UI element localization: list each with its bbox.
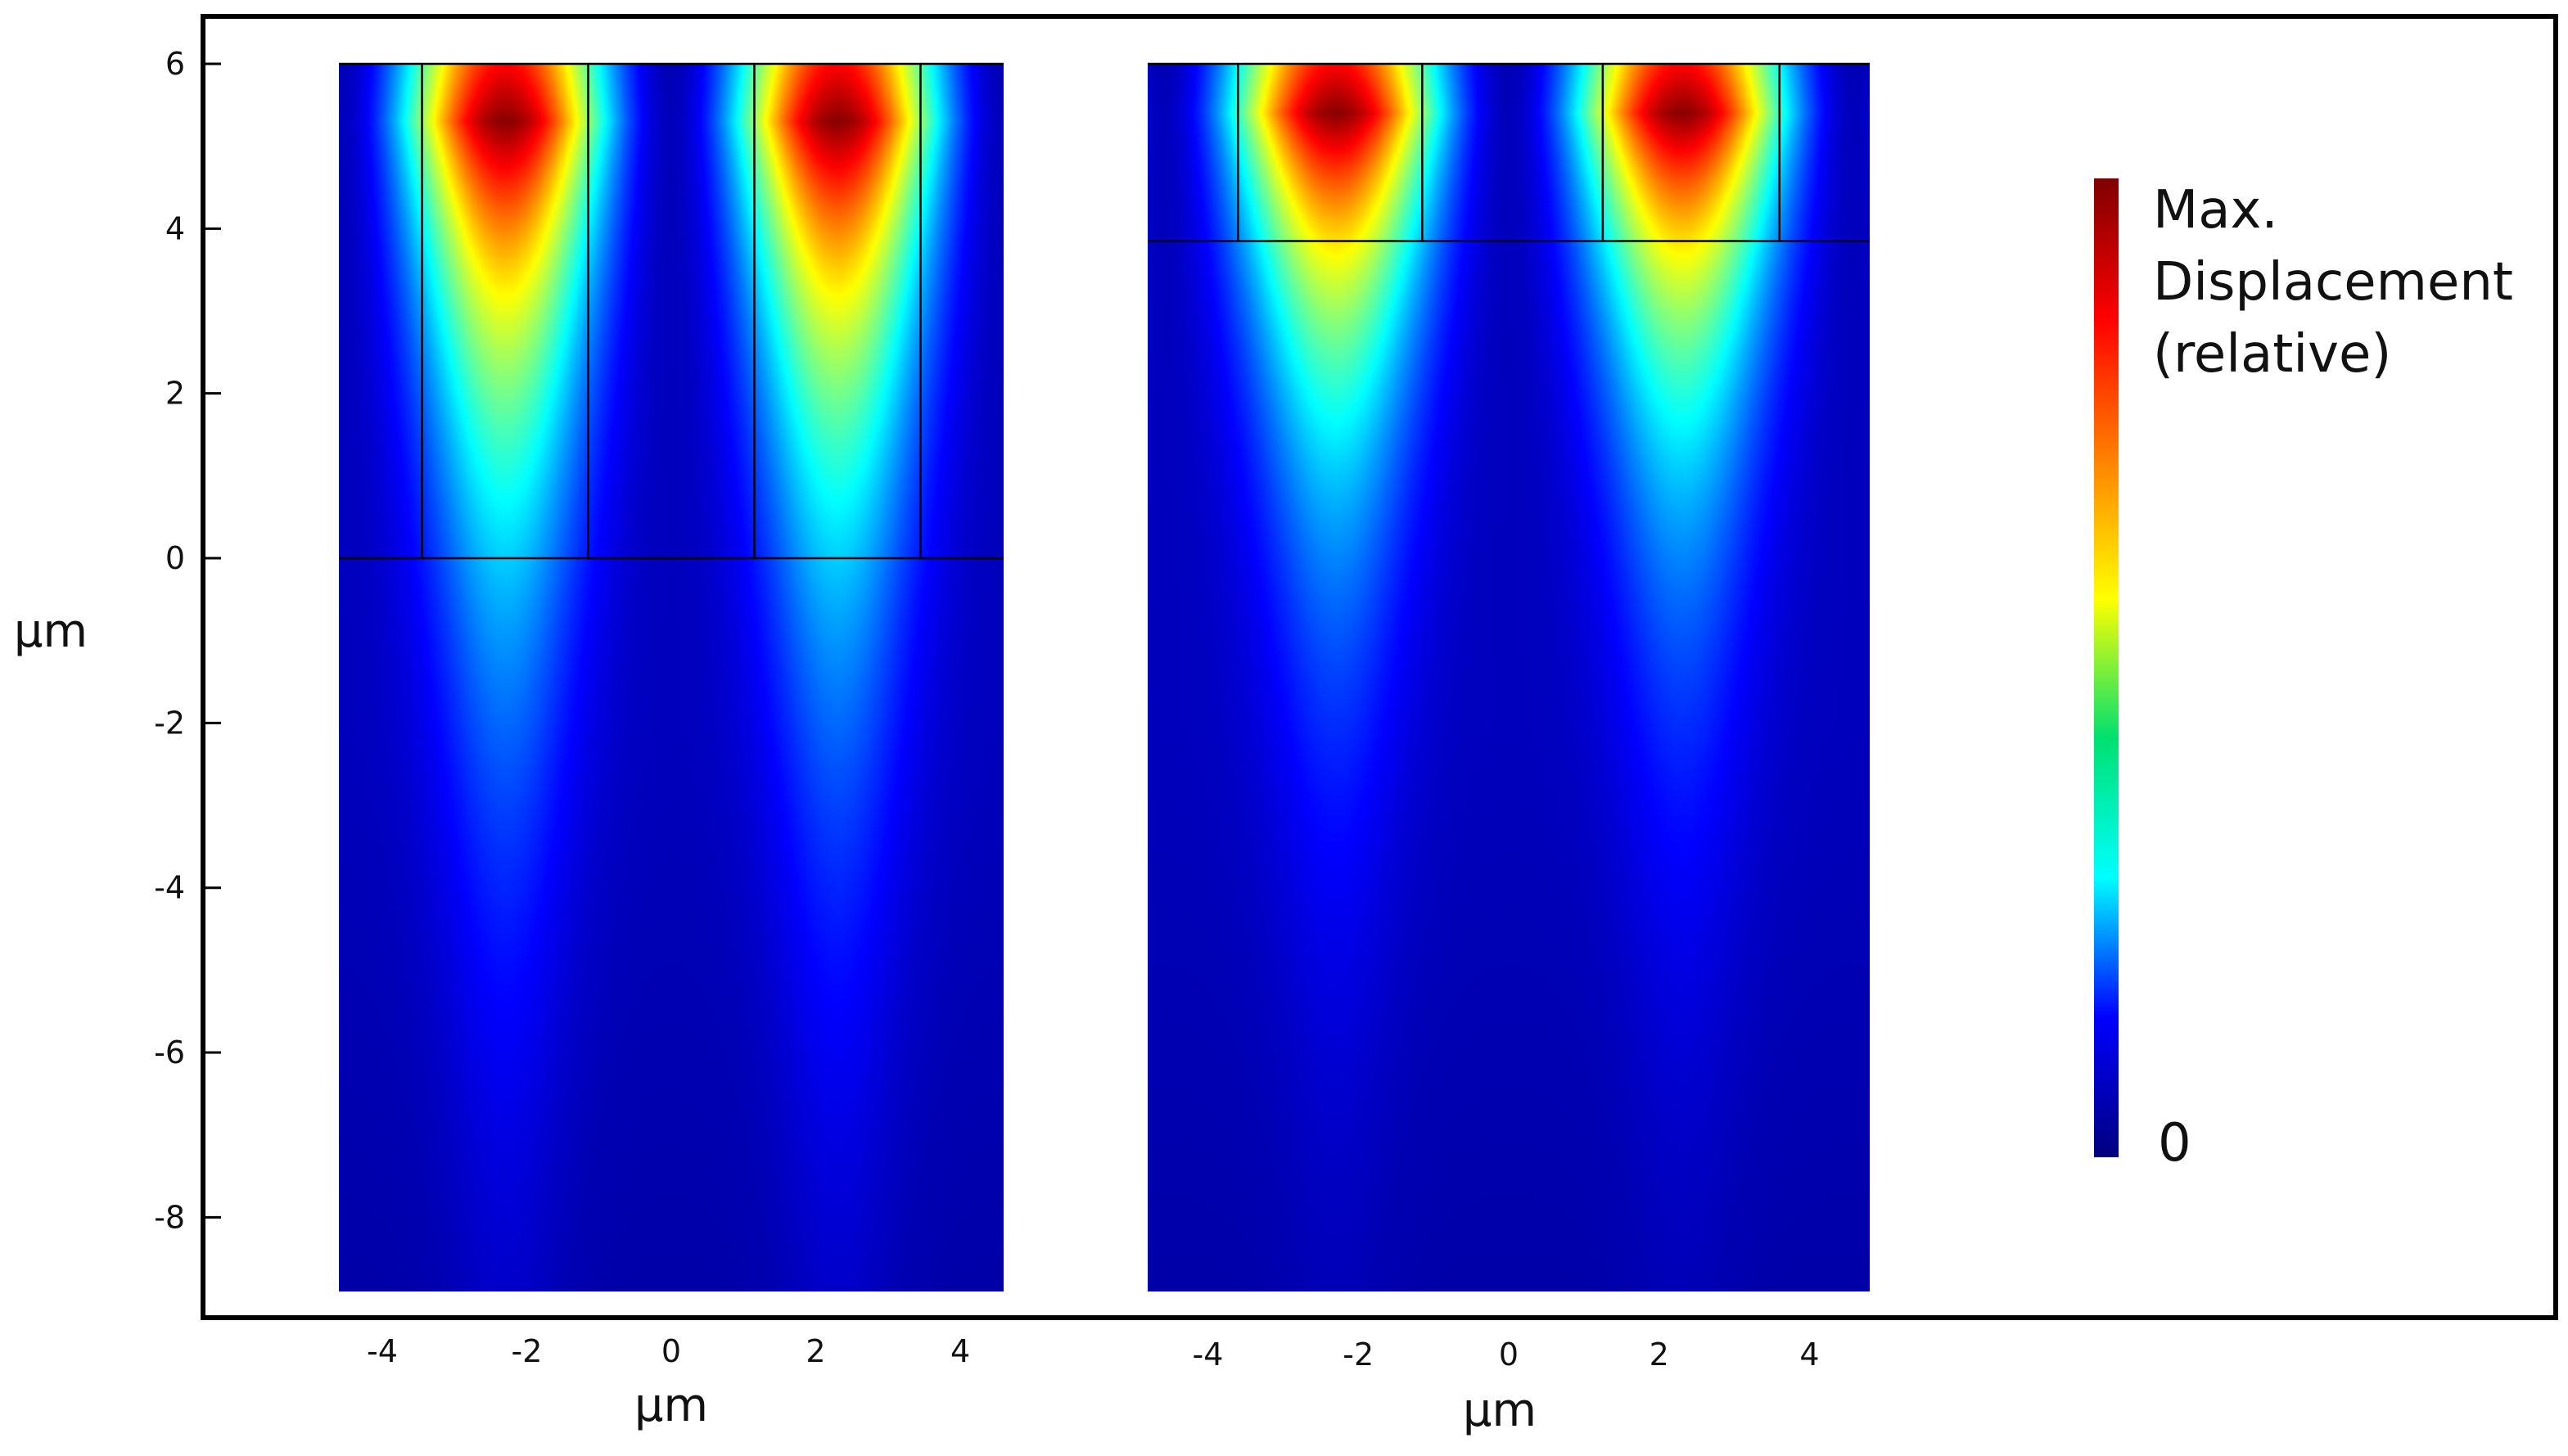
x-axis-label-left: μm	[634, 1379, 708, 1432]
x-axis-ticks-left: -4 -2 0 2 4	[367, 1333, 970, 1369]
y-tick-label: -2	[154, 705, 185, 741]
x-axis-label-right: μm	[1463, 1384, 1537, 1437]
y-tick-label: 0	[165, 540, 185, 576]
figure-frame	[201, 14, 2558, 1320]
colorbar-title-line-1: Max.	[2153, 180, 2278, 241]
colorbar-title-line-2: Displacement	[2153, 252, 2513, 313]
colorbar-title-line-3: (relative)	[2153, 324, 2391, 385]
heatmap-left	[339, 64, 1004, 1291]
x-tick-label: 2	[806, 1333, 825, 1369]
x-tick-label: -4	[367, 1333, 398, 1369]
x-tick-label: 2	[1650, 1337, 1669, 1373]
y-axis-ticks: 6 4 2 0 -2 -4 -6 -8	[154, 46, 221, 1235]
y-tick-label: 2	[165, 376, 185, 412]
y-tick-label: -4	[154, 870, 185, 906]
x-tick-label: 0	[661, 1333, 681, 1369]
x-tick-label: 4	[1799, 1337, 1819, 1373]
x-tick-label: 0	[1499, 1337, 1519, 1373]
y-tick-label: 4	[165, 210, 185, 246]
y-axis-label: μm	[14, 605, 88, 658]
y-tick-label: -8	[154, 1199, 185, 1235]
heatmap-right	[1148, 64, 1870, 1291]
electrode-lines-left	[339, 62, 1004, 560]
x-tick-label: -2	[1343, 1337, 1374, 1373]
colorbar-min-label: 0	[2158, 1113, 2191, 1174]
x-axis-ticks-right: -4 -2 0 2 4	[1193, 1337, 1820, 1373]
x-tick-label: -4	[1193, 1337, 1224, 1373]
x-tick-label: 4	[950, 1333, 970, 1369]
colorbar	[2094, 178, 2119, 1157]
x-tick-label: -2	[512, 1333, 543, 1369]
y-tick-label: 6	[165, 46, 185, 82]
y-tick-label: -6	[154, 1035, 185, 1071]
electrode-lines-right	[1148, 62, 1870, 242]
